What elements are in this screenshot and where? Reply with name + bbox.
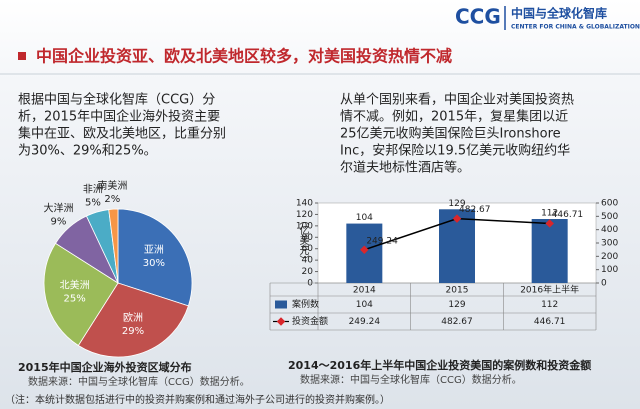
slice-label: 欧洲	[123, 312, 143, 324]
right-paragraph-line: 情不减。例如，2015年，复星集团以近	[340, 109, 568, 125]
y-axis-label: （亿美元）	[297, 215, 309, 265]
y2-tick-label: 100	[601, 265, 618, 275]
x-tick-label: 2014	[353, 286, 376, 296]
y-tick-label: 40	[302, 256, 314, 266]
table-cell: 129	[448, 300, 465, 310]
slice-label: 大洋洲	[43, 201, 73, 214]
legend-swatch	[275, 300, 287, 309]
title-bullet	[18, 52, 26, 60]
y-tick-label: 80	[302, 233, 314, 243]
y-tick-label: 0	[307, 279, 313, 289]
table-cell: 249.24	[349, 317, 381, 327]
table-cell: 112	[541, 300, 558, 310]
bar-value-label: 104	[356, 213, 373, 223]
right-paragraph-line: Inc，安邦保险以19.5亿美元收购纽约华	[340, 143, 570, 159]
slide-title: 中国企业投资亚、欧及北美地区较多，对美国投资热情不减	[36, 47, 452, 66]
left-paragraph-line: 析，2015年中国企业海外投资主要	[18, 109, 220, 125]
bar-value-label: 112	[541, 209, 558, 219]
legend-label: 案例数	[292, 298, 319, 310]
slice-value-label: 9%	[51, 216, 67, 227]
line-marker	[452, 214, 462, 223]
combo-caption: 2014～2016年上半年中国企业投资美国的案例数和投资金额	[288, 358, 591, 372]
y2-tick-label: 600	[601, 199, 618, 209]
table-cell: 446.71	[534, 317, 566, 327]
y-tick-label: 100	[296, 221, 313, 231]
right-paragraph-line: 25亿美元收购美国保险巨头Ironshore	[340, 126, 561, 142]
y-tick-label: 120	[296, 210, 313, 220]
y2-tick-label: 200	[601, 252, 618, 262]
left-paragraph-line: 根据中国与全球化智库（CCG）分	[18, 92, 215, 108]
x-tick-label: 2016年上半年	[520, 284, 579, 296]
y2-tick-label: 300	[601, 239, 618, 249]
line-value-label: 482.67	[459, 205, 491, 215]
right-paragraph-line: 从单个国别来看，中国企业对美国投资热	[340, 92, 574, 108]
y-tick-label: 60	[302, 244, 314, 254]
table-cell: 104	[356, 300, 373, 310]
right-paragraph-line: 尔道夫地标性酒店等。	[340, 160, 470, 176]
logo: CCG	[455, 5, 501, 29]
y-tick-label: 140	[296, 199, 313, 209]
y-tick-label: 20	[302, 267, 314, 277]
slice-label: 亚洲	[144, 244, 164, 256]
slice-label: 非洲	[83, 184, 103, 196]
org-cn: 中国与全球化智库	[511, 6, 607, 21]
pie-source: 数据来源：中国与全球化智库（CCG）数据分析。	[28, 375, 250, 388]
legend-label: 投资金额	[292, 315, 328, 327]
bar	[531, 219, 568, 283]
pie-caption: 2015年中国企业海外投资区域分布	[18, 360, 192, 374]
legend-marker	[276, 317, 286, 326]
combo-source: 数据来源：中国与全球化智库（CCG）数据分析。	[300, 373, 522, 386]
pie-slice	[43, 242, 119, 347]
table-cell: 482.67	[441, 317, 473, 327]
slice-value-label: 29%	[122, 326, 144, 337]
slice-value-label: 5%	[85, 198, 101, 209]
pie-slice	[117, 208, 193, 307]
footnote: （注：本统计数据包括进行中的投资并购案例和通过海外子公司进行的投资并购案例。）	[5, 393, 390, 406]
y2-tick-label: 0	[601, 279, 607, 289]
y2-tick-label: 400	[601, 225, 618, 235]
left-paragraph-line: 为30%、29%和25%。	[18, 144, 157, 159]
slice-label: 北美洲	[60, 279, 90, 292]
line-value-label: 249.24	[366, 236, 398, 246]
x-tick-label: 2015	[446, 286, 469, 296]
left-paragraph-line: 集中在亚、欧及北美地区，比重分别	[18, 126, 226, 142]
y2-tick-label: 500	[601, 212, 618, 222]
slice-value-label: 25%	[64, 294, 86, 305]
pie-slice	[77, 282, 189, 358]
slice-label: 南美洲	[97, 179, 127, 192]
org-en: CENTER FOR CHINA & GLOBALIZATION	[511, 24, 640, 31]
slice-value-label: 2%	[104, 194, 120, 205]
bar-value-label: 129	[448, 199, 465, 209]
line-marker	[360, 245, 369, 255]
slice-value-label: 30%	[143, 258, 165, 269]
pie-slice	[108, 208, 119, 284]
line-value-label: 446.71	[552, 210, 584, 220]
